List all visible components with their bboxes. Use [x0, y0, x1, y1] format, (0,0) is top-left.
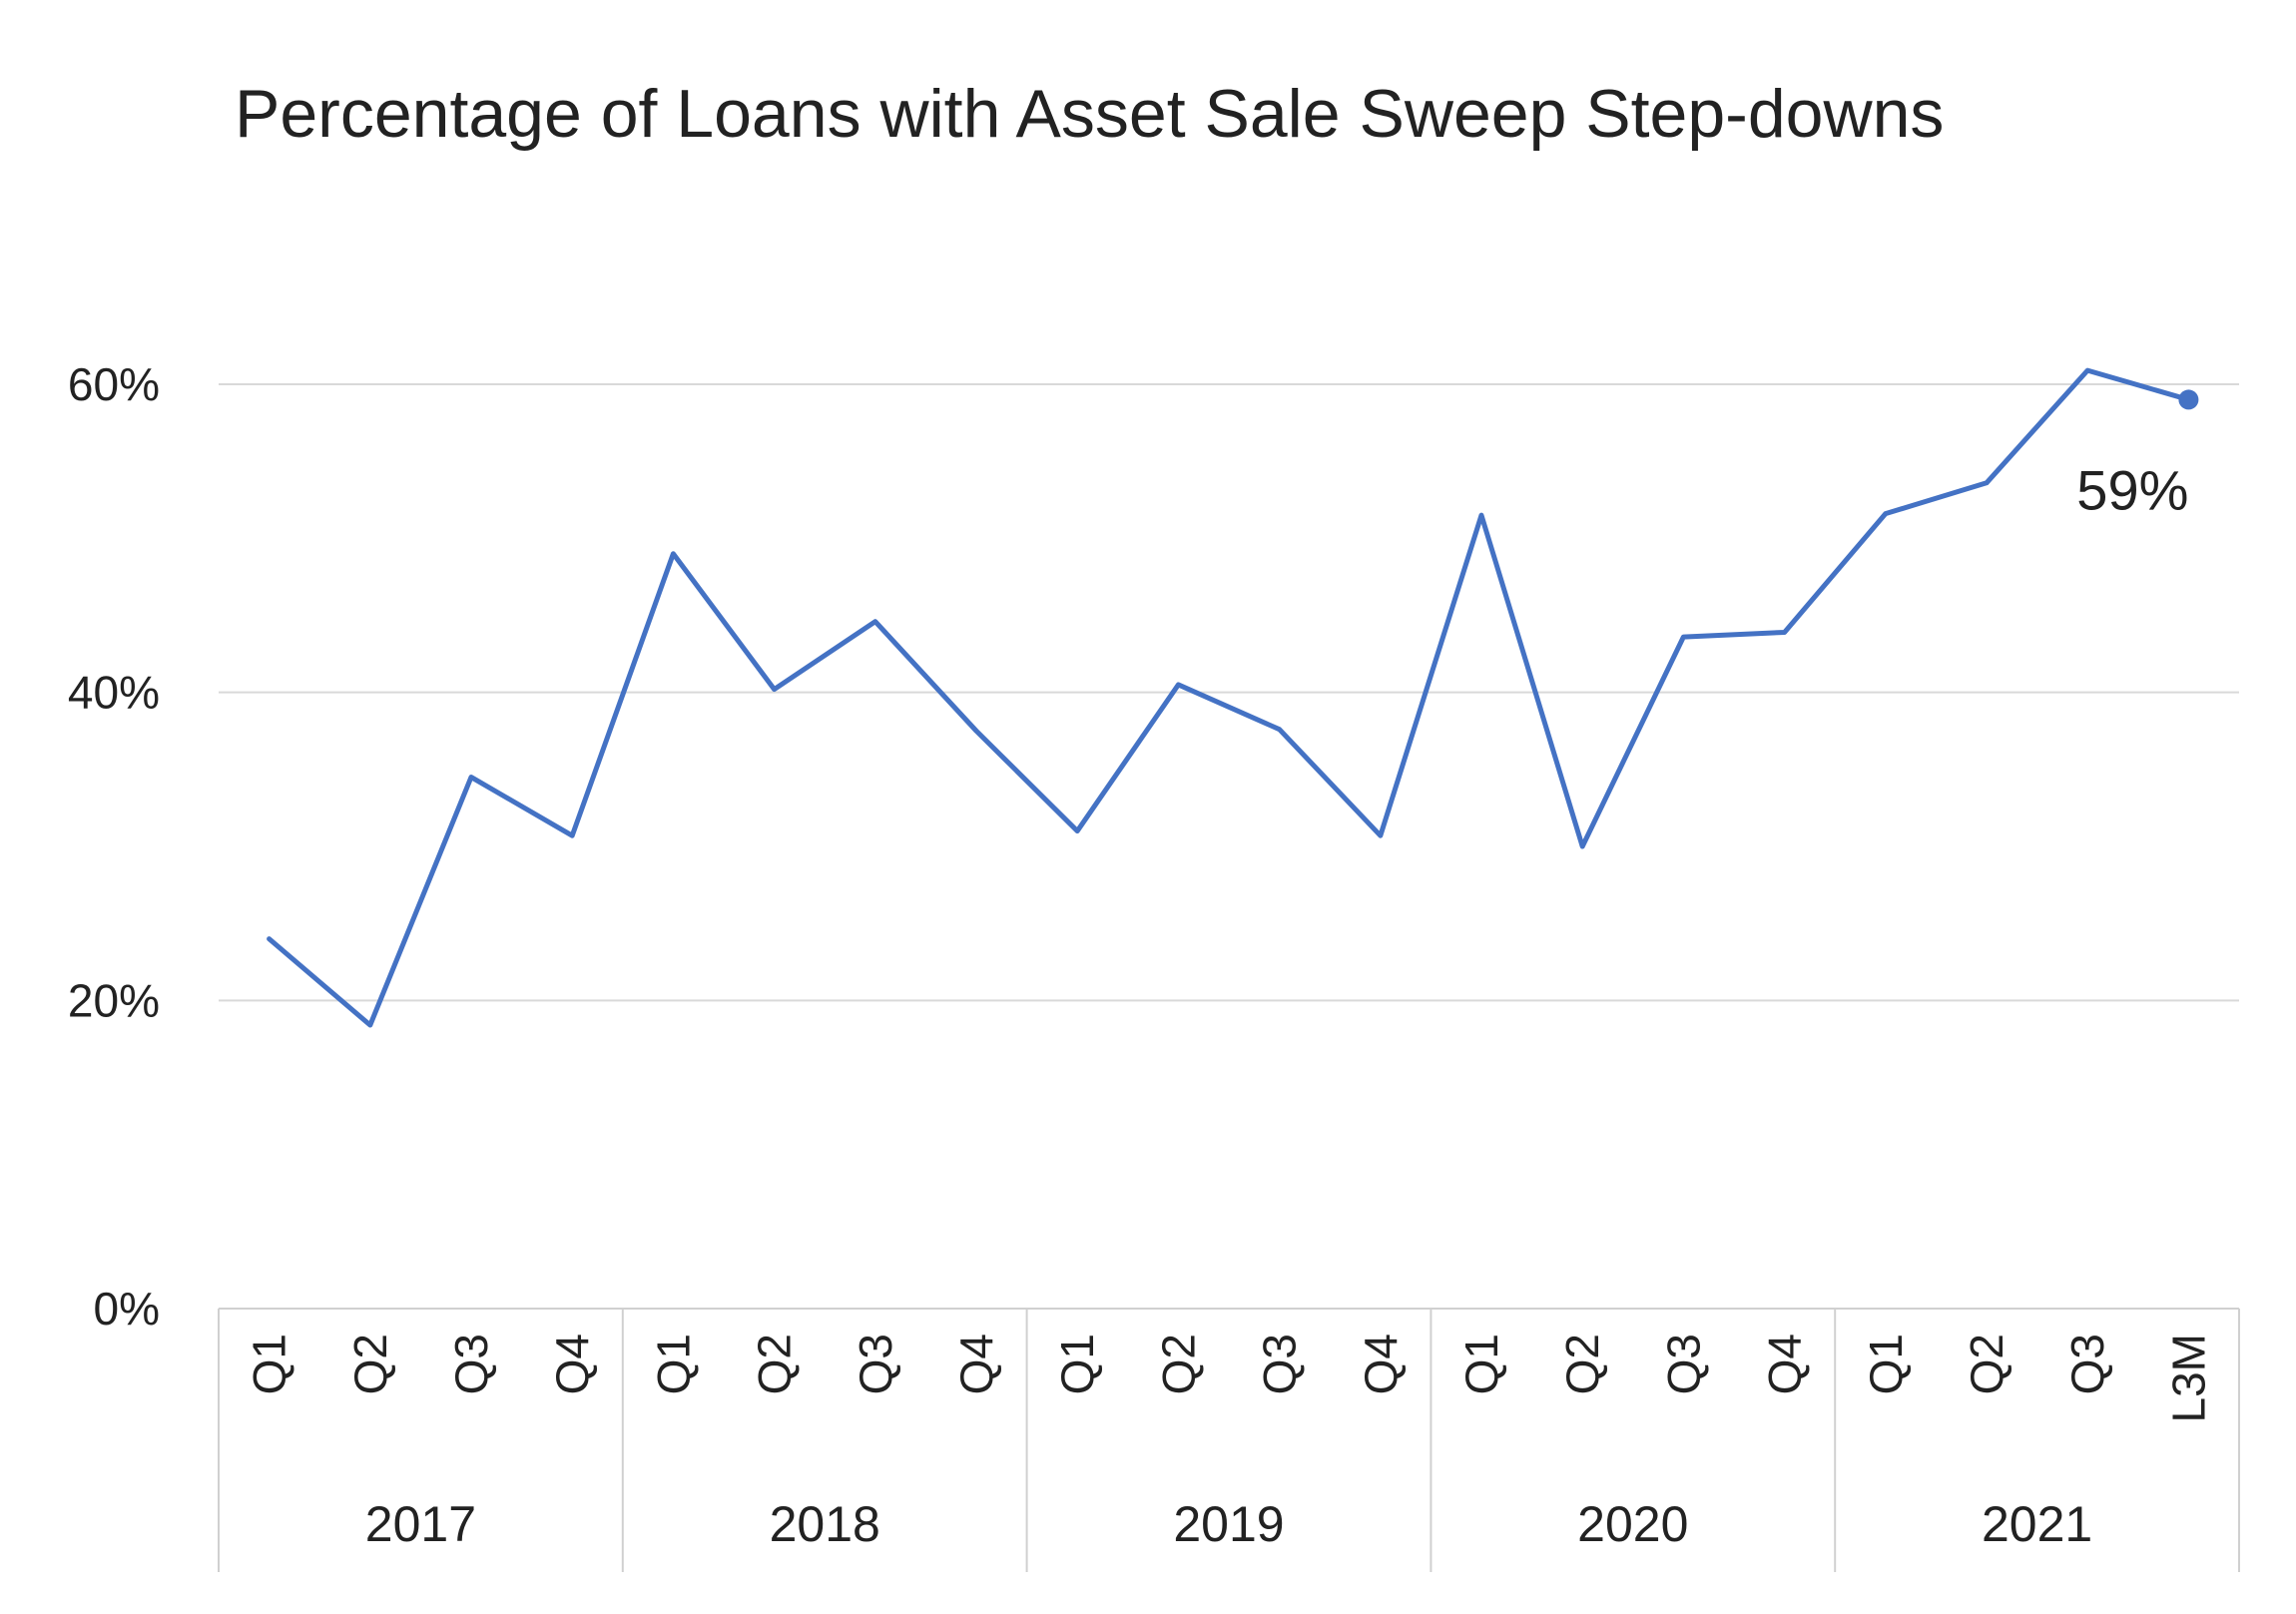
x-tick-label: Q1	[1051, 1334, 1103, 1394]
x-tick-label: Q2	[749, 1334, 801, 1394]
gridlines	[219, 383, 2239, 1002]
x-tick-label: Q2	[1961, 1334, 2012, 1394]
y-axis-tick-labels: 0% 20% 40% 60%	[68, 358, 160, 1335]
data-label: 59%	[2076, 458, 2188, 521]
year-group-label: 2018	[770, 1496, 880, 1552]
x-tick-label: L3M	[2162, 1334, 2214, 1422]
year-group-label: 2019	[1173, 1496, 1284, 1552]
x-tick-label: Q3	[1254, 1334, 1306, 1394]
y-tick-label: 40%	[68, 667, 160, 719]
x-tick-label: Q2	[344, 1334, 396, 1394]
x-tick-label: Q1	[244, 1334, 295, 1394]
y-tick-label: 60%	[68, 358, 160, 410]
x-tick-label: Q3	[1657, 1334, 1709, 1394]
x-tick-label: Q4	[546, 1334, 598, 1394]
year-group-label: 2017	[365, 1496, 476, 1552]
x-axis-year-groups: 2017 2018 2019 2020 2021	[218, 1309, 2240, 1572]
x-tick-label: Q4	[950, 1334, 1002, 1394]
x-tick-label: Q3	[850, 1334, 901, 1394]
y-tick-label: 20%	[68, 974, 160, 1026]
x-tick-label: Q1	[1860, 1334, 1912, 1394]
x-tick-label: Q1	[647, 1334, 699, 1394]
series-line	[267, 367, 2191, 1028]
x-axis-tick-labels: Q1 Q2 Q3 Q4 Q1 Q2 Q3 Q4 Q1 Q2 Q3 Q4 Q1 Q2 Q3 Q4 Q1 Q2 Q3 L3…	[244, 1334, 2215, 1422]
end-point-marker	[2178, 389, 2199, 410]
x-tick-label: Q2	[1152, 1334, 1204, 1394]
data-labels: 59%	[2076, 458, 2188, 521]
x-tick-label: Q4	[1355, 1334, 1407, 1394]
x-tick-label: Q3	[2061, 1334, 2113, 1394]
x-tick-label: Q2	[1556, 1334, 1608, 1394]
x-tick-label: Q1	[1455, 1334, 1507, 1394]
chart-title: Percentage of Loans with Asset Sale Swee…	[235, 76, 1944, 152]
x-tick-label: Q3	[445, 1334, 497, 1394]
year-group-label: 2020	[1577, 1496, 1688, 1552]
series-layer	[267, 367, 2199, 1028]
x-tick-label: Q4	[1759, 1334, 1811, 1394]
year-group-label: 2021	[1982, 1496, 2092, 1552]
y-tick-label: 0%	[94, 1283, 160, 1335]
